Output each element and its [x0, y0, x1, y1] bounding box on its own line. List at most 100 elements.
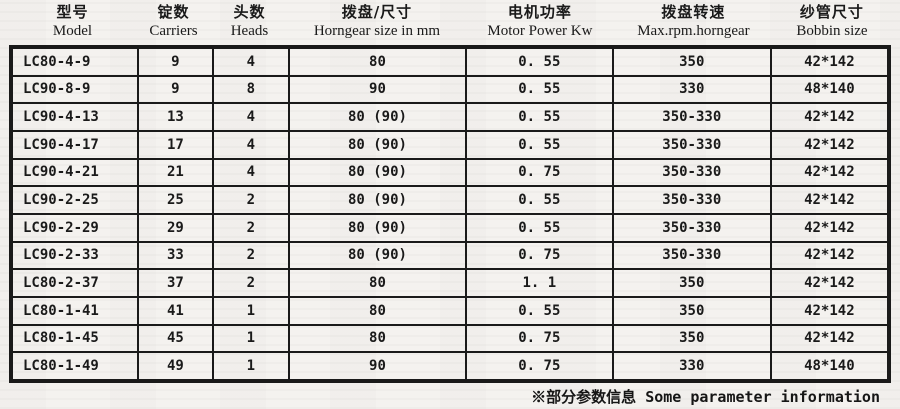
cell-carriers: 25: [137, 185, 214, 215]
column-header-carriers: 锭数 Carriers: [136, 3, 211, 45]
cell-carriers: 41: [137, 295, 214, 326]
cell-model: LC80-2-37: [10, 268, 140, 298]
cell-model: LC90-8-9: [10, 74, 140, 105]
cell-heads: 1: [211, 295, 291, 326]
cell-heads: 2: [211, 240, 291, 271]
cell-horngear_size: 80: [288, 268, 467, 298]
table-row: LC90-4-13 13 4 80 (90) 0. 55 350-330 42*142: [10, 102, 890, 132]
cell-heads: 4: [211, 47, 291, 77]
cell-horngear_size: 80 (90): [288, 240, 467, 271]
column-header-en: Bobbin size: [796, 22, 868, 39]
cell-carriers: 9: [137, 74, 214, 105]
cell-bobbin_size: 42*142: [769, 240, 890, 271]
cell-motor_power: 0. 55: [464, 185, 614, 215]
column-header-horngear-size: 拨盘/尺寸 Horngear size in mm: [288, 3, 466, 45]
cell-model: LC90-2-29: [10, 212, 140, 243]
cell-horngear_size: 80 (90): [288, 185, 467, 215]
cell-carriers: 9: [137, 47, 214, 77]
cell-motor_power: 0. 55: [464, 212, 614, 243]
column-header-zh: 纱管尺寸: [799, 3, 864, 21]
column-header-zh: 锭数: [157, 3, 190, 21]
table-row: LC80-2-37 37 2 80 1. 1 350 42*142: [10, 268, 890, 298]
cell-carriers: 17: [137, 129, 214, 160]
cell-heads: 4: [211, 102, 291, 132]
cell-model: LC80-1-41: [10, 295, 140, 326]
cell-horngear_size: 90: [288, 74, 467, 105]
spec-table-body-frame: LC80-4-9 9 4 80 0. 55 350 42*142 LC90-8-9 9 8 90 0.…: [9, 45, 891, 383]
cell-max_rpm: 350: [611, 295, 772, 326]
table-row: LC90-4-17 17 4 80 (90) 0. 55 350-330 42*142: [10, 129, 890, 160]
cell-max_rpm: 350-330: [611, 102, 772, 132]
column-header-max-rpm: 拨盘转速 Max.rpm.horngear: [614, 3, 773, 45]
cell-bobbin_size: 42*142: [769, 47, 890, 77]
table-row: LC90-2-33 33 2 80 (90) 0. 75 350-330 42*142: [10, 240, 890, 271]
cell-heads: 4: [211, 157, 291, 188]
cell-heads: 2: [211, 212, 291, 243]
cell-horngear_size: 80 (90): [288, 102, 467, 132]
cell-model: LC90-4-21: [10, 157, 140, 188]
cell-horngear_size: 80 (90): [288, 212, 467, 243]
footer-note: ※部分参数信息 Some parameter information: [531, 387, 880, 406]
column-header-en: Model: [52, 22, 93, 39]
column-header-motor-power: 电机功率 Motor Power Kw: [466, 3, 614, 45]
table-row: LC90-8-9 9 8 90 0. 55 330 48*140: [10, 74, 890, 105]
column-header-zh: 拨盘转速: [661, 3, 726, 21]
cell-max_rpm: 350: [611, 47, 772, 77]
cell-model: LC90-2-33: [10, 240, 140, 271]
cell-model: LC90-4-17: [10, 129, 140, 160]
column-header-zh: 拨盘/尺寸: [341, 3, 413, 21]
column-header-heads: 头数 Heads: [211, 3, 288, 45]
cell-motor_power: 0. 55: [464, 295, 614, 326]
cell-carriers: 37: [137, 268, 214, 298]
cell-horngear_size: 80: [288, 295, 467, 326]
cell-bobbin_size: 42*142: [769, 129, 890, 160]
cell-max_rpm: 330: [611, 351, 772, 381]
cell-max_rpm: 350-330: [611, 129, 772, 160]
cell-motor_power: 0. 55: [464, 47, 614, 77]
cell-carriers: 33: [137, 240, 214, 271]
column-header-en: Heads: [230, 22, 269, 39]
cell-heads: 1: [211, 351, 291, 381]
table-body: LC80-4-9 9 4 80 0. 55 350 42*142 LC90-8-9 9 8 90 0.…: [10, 47, 890, 381]
cell-max_rpm: 350-330: [611, 212, 772, 243]
cell-motor_power: 0. 75: [464, 323, 614, 354]
cell-horngear_size: 80 (90): [288, 157, 467, 188]
cell-max_rpm: 350-330: [611, 240, 772, 271]
column-header-zh: 头数: [233, 3, 266, 21]
cell-carriers: 29: [137, 212, 214, 243]
cell-bobbin_size: 42*142: [769, 102, 890, 132]
cell-motor_power: 0. 75: [464, 157, 614, 188]
cell-max_rpm: 350-330: [611, 185, 772, 215]
cell-bobbin_size: 42*142: [769, 323, 890, 354]
cell-horngear_size: 80 (90): [288, 129, 467, 160]
table-row: LC90-2-29 29 2 80 (90) 0. 55 350-330 42*142: [10, 212, 890, 243]
cell-motor_power: 0. 75: [464, 240, 614, 271]
cell-carriers: 49: [137, 351, 214, 381]
cell-motor_power: 0. 55: [464, 129, 614, 160]
cell-motor_power: 0. 55: [464, 74, 614, 105]
cell-heads: 2: [211, 185, 291, 215]
cell-horngear_size: 80: [288, 47, 467, 77]
cell-motor_power: 0. 55: [464, 102, 614, 132]
cell-max_rpm: 350: [611, 323, 772, 354]
cell-bobbin_size: 42*142: [769, 295, 890, 326]
cell-model: LC80-1-45: [10, 323, 140, 354]
cell-carriers: 21: [137, 157, 214, 188]
column-header-en: Motor Power Kw: [487, 22, 593, 39]
table-row: LC90-4-21 21 4 80 (90) 0. 75 350-330 42*142: [10, 157, 890, 188]
cell-max_rpm: 350-330: [611, 157, 772, 188]
table-row: LC90-2-25 25 2 80 (90) 0. 55 350-330 42*142: [10, 185, 890, 215]
table-row: LC80-1-49 49 1 90 0. 75 330 48*140: [10, 351, 890, 381]
cell-motor_power: 1. 1: [464, 268, 614, 298]
cell-bobbin_size: 42*142: [769, 268, 890, 298]
table-row: LC80-1-45 45 1 80 0. 75 350 42*142: [10, 323, 890, 354]
cell-max_rpm: 330: [611, 74, 772, 105]
table-row: LC80-4-9 9 4 80 0. 55 350 42*142: [10, 47, 890, 77]
cell-bobbin_size: 48*140: [769, 351, 890, 381]
cell-heads: 2: [211, 268, 291, 298]
cell-model: LC90-4-13: [10, 102, 140, 132]
cell-model: LC90-2-25: [10, 185, 140, 215]
cell-heads: 1: [211, 323, 291, 354]
cell-model: LC80-1-49: [10, 351, 140, 381]
